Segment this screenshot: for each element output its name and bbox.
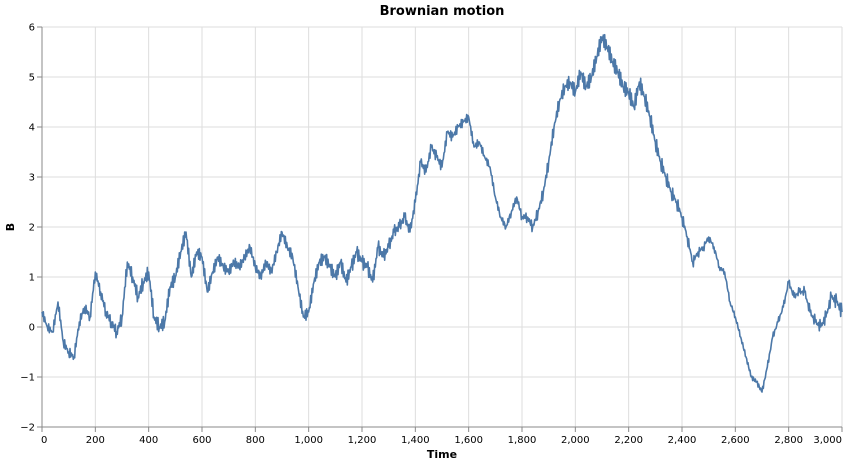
x-tick-label: 600 [192, 435, 211, 446]
chart-title: Brownian motion [380, 4, 505, 19]
y-tick-label: 5 [29, 73, 35, 84]
y-tick-label: −2 [20, 423, 35, 434]
x-tick-label: 3,000 [813, 435, 842, 446]
x-tick-label: 800 [246, 435, 265, 446]
x-tick-label: 1,800 [508, 435, 537, 446]
x-tick-label: 2,000 [561, 435, 590, 446]
x-tick-label: 2,200 [614, 435, 643, 446]
y-tick-label: −1 [20, 373, 35, 384]
y-tick-label: 2 [29, 223, 35, 234]
y-tick-label: 0 [29, 323, 35, 334]
x-tick-label: 2,600 [721, 435, 750, 446]
y-axis-title: B [4, 223, 17, 231]
brownian-line [41, 33, 843, 393]
y-tick-label: 3 [29, 173, 35, 184]
y-tick-label: 6 [29, 23, 35, 34]
y-tick-label: 4 [29, 123, 35, 134]
series-layer [41, 33, 843, 393]
x-tick-label: 0 [41, 435, 47, 446]
x-tick-label: 200 [86, 435, 105, 446]
x-tick-label: 1,000 [294, 435, 323, 446]
tick-labels: 0 200 400 600 800 1,000 1,200 1,400 1,600 1,800 2,… [20, 23, 842, 447]
axes [37, 26, 843, 432]
x-tick-label: 400 [139, 435, 158, 446]
y-tick-label: 1 [29, 273, 35, 284]
x-tick-label: 2,400 [668, 435, 697, 446]
x-tick-label: 2,800 [774, 435, 803, 446]
x-tick-label: 1,400 [401, 435, 430, 446]
x-axis-title: Time [427, 448, 457, 461]
grid [41, 26, 843, 428]
x-tick-label: 1,600 [454, 435, 483, 446]
x-tick-label: 1,200 [348, 435, 377, 446]
